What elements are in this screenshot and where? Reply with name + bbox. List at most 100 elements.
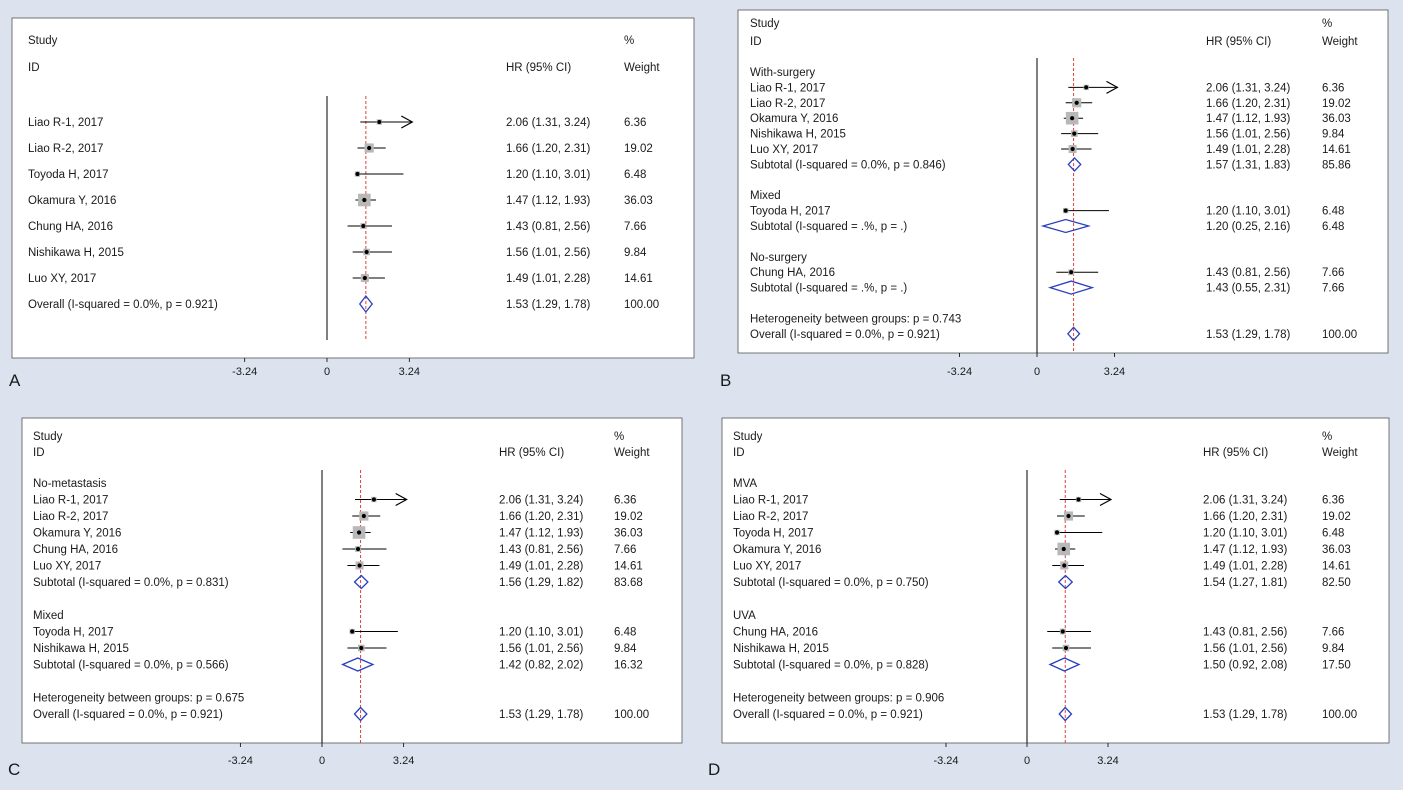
group-label: With-surgery — [750, 67, 815, 79]
forest-row-study: Okamura Y, 2016 1.47 (1.12, 1.93) 36.03 — [33, 526, 643, 540]
header-hr-ci: HR (95% CI) — [506, 62, 571, 74]
forest-row-study: Okamura Y, 2016 1.47 (1.12, 1.93) 36.03 — [750, 111, 1351, 125]
hr-ci-value: 1.43 (0.81, 2.56) — [1206, 267, 1291, 279]
group-label: MVA — [733, 478, 757, 490]
hr-ci-value: 1.47 (1.12, 1.93) — [1206, 113, 1291, 125]
hr-ci-value: 1.20 (1.10, 3.01) — [1203, 528, 1288, 540]
forest-row-study: Chung HA, 2016 1.43 (0.81, 2.56) 7.66 — [750, 267, 1344, 279]
overall-label: Overall (I-squared = 0.0%, p = 0.921) — [28, 299, 218, 311]
point-estimate — [1069, 270, 1074, 275]
pooled-diamond — [358, 294, 374, 314]
forest-row-study: Chung HA, 2016 1.43 (0.81, 2.56) 7.66 — [733, 627, 1344, 639]
hr-ci-value: 1.56 (1.01, 2.56) — [1206, 129, 1291, 141]
forest-row-study: Luo XY, 2017 1.49 (1.01, 2.28) 14.61 — [28, 273, 653, 285]
study-label: Liao R-1, 2017 — [33, 495, 108, 507]
x-tick-label: -3.24 — [228, 755, 253, 767]
forest-row-study: Nishikawa H, 2015 1.56 (1.01, 2.56) 9.84 — [33, 643, 637, 655]
study-label: Nishikawa H, 2015 — [33, 643, 129, 655]
weight-value: 9.84 — [1322, 129, 1345, 141]
x-tick-label: 3.24 — [1097, 755, 1118, 767]
hr-ci-value: 2.06 (1.31, 3.24) — [1206, 82, 1291, 94]
weight-value: 6.48 — [1322, 206, 1344, 218]
forest-row-study: Luo XY, 2017 1.49 (1.01, 2.28) 14.61 — [733, 561, 1351, 573]
forest-row-study: Chung HA, 2016 1.43 (0.81, 2.56) 7.66 — [33, 544, 636, 556]
weight-value: 85.86 — [1322, 159, 1351, 171]
forest-row-study: Toyoda H, 2017 1.20 (1.10, 3.01) 6.48 — [33, 627, 636, 639]
weight-value: 7.66 — [614, 544, 636, 556]
point-estimate — [1070, 116, 1075, 121]
hr-ci-value: 1.49 (1.01, 2.28) — [1206, 144, 1291, 156]
hr-ci-value: 1.66 (1.20, 2.31) — [1206, 98, 1291, 110]
hr-ci-value: 1.53 (1.29, 1.78) — [499, 709, 584, 721]
pooled-diamond — [341, 657, 375, 672]
study-label: Toyoda H, 2017 — [33, 627, 114, 639]
forest-row-note: Heterogeneity between groups: p = 0.743 — [750, 313, 961, 325]
forest-row-note: Heterogeneity between groups: p = 0.906 — [733, 693, 944, 705]
header-id: ID — [33, 447, 45, 459]
ci-arrow — [395, 492, 408, 507]
panel-label: A — [9, 371, 21, 390]
panel-frame — [21, 417, 683, 744]
point-estimate — [377, 119, 382, 125]
forest-row-study: Liao R-2, 2017 1.66 (1.20, 2.31) 19.02 — [28, 143, 653, 155]
study-label: Liao R-1, 2017 — [28, 117, 103, 129]
header-id: ID — [750, 36, 762, 48]
study-label: Liao R-2, 2017 — [733, 511, 808, 523]
hr-ci-value: 1.43 (0.81, 2.56) — [499, 544, 584, 556]
hr-ci-value: 1.49 (1.01, 2.28) — [1203, 561, 1288, 573]
hr-ci-value: 1.20 (1.10, 3.01) — [1206, 206, 1291, 218]
overall-label: Overall (I-squared = 0.0%, p = 0.921) — [750, 329, 940, 341]
weight-value: 36.03 — [1322, 544, 1351, 556]
point-estimate — [1060, 629, 1065, 634]
panel-label: D — [708, 760, 720, 779]
x-tick-label: 0 — [1034, 366, 1040, 378]
study-label: Nishikawa H, 2015 — [750, 129, 846, 141]
forest-row-study: Okamura Y, 2016 1.47 (1.12, 1.93) 36.03 — [28, 193, 653, 207]
panel-frame — [737, 9, 1389, 354]
weight-value: 17.50 — [1322, 660, 1351, 672]
group-label: Mixed — [750, 190, 781, 202]
weight-value: 19.02 — [614, 511, 643, 523]
hr-ci-value: 1.56 (1.01, 2.56) — [1203, 643, 1288, 655]
forest-row-study: Toyoda H, 2017 1.20 (1.10, 3.01) 6.48 — [750, 206, 1344, 218]
pooled-diamond — [1058, 706, 1073, 722]
study-label: Liao R-2, 2017 — [28, 143, 103, 155]
forest-row-group: No-surgery — [750, 252, 807, 264]
study-label: Chung HA, 2016 — [33, 544, 118, 556]
study-label: Toyoda H, 2017 — [733, 528, 814, 540]
point-estimate — [1061, 546, 1066, 552]
hr-ci-value: 1.56 (1.01, 2.56) — [506, 247, 591, 259]
point-estimate — [364, 249, 369, 255]
point-estimate — [1076, 497, 1081, 502]
point-estimate — [1074, 100, 1079, 105]
forest-row-overall: Overall (I-squared = 0.0%, p = 0.921) 1.5… — [33, 706, 649, 722]
weight-value: 6.48 — [624, 169, 646, 181]
forest-panel-a: Study ID HR (95% CI)% Weight -3.24 0 3.24 A Liao… — [9, 17, 695, 390]
forest-row-study: Liao R-1, 2017 2.06 (1.31, 3.24) 6.36 — [28, 115, 646, 129]
weight-value: 6.48 — [1322, 528, 1344, 540]
hr-ci-value: 1.56 (1.01, 2.56) — [499, 643, 584, 655]
pooled-diamond — [1047, 280, 1095, 295]
x-tick-label: -3.24 — [933, 755, 958, 767]
weight-value: 83.68 — [614, 577, 643, 589]
study-label: Nishikawa H, 2015 — [733, 643, 829, 655]
hr-ci-value: 1.66 (1.20, 2.31) — [506, 143, 591, 155]
pooled-diamond — [1066, 326, 1081, 342]
weight-value: 9.84 — [614, 643, 637, 655]
forest-row-study: Liao R-2, 2017 1.66 (1.20, 2.31) 19.02 — [733, 511, 1351, 523]
weight-value: 19.02 — [1322, 511, 1351, 523]
ci-arrow — [1099, 492, 1113, 507]
point-estimate — [1063, 645, 1069, 651]
note-label: Heterogeneity between groups: p = 0.906 — [733, 693, 944, 705]
weight-value: 9.84 — [624, 247, 647, 259]
study-label: Liao R-1, 2017 — [733, 495, 808, 507]
study-label: Chung HA, 2016 — [28, 221, 113, 233]
subtotal-label: Subtotal (I-squared = 0.0%, p = 0.828) — [733, 660, 929, 672]
weight-value: 7.66 — [1322, 267, 1344, 279]
point-estimate — [355, 546, 361, 552]
weight-value: 7.66 — [1322, 283, 1344, 295]
study-label: Okamura Y, 2016 — [33, 528, 121, 540]
forest-row-study: Luo XY, 2017 1.49 (1.01, 2.28) 14.61 — [750, 144, 1351, 156]
pooled-diamond — [1040, 218, 1092, 234]
